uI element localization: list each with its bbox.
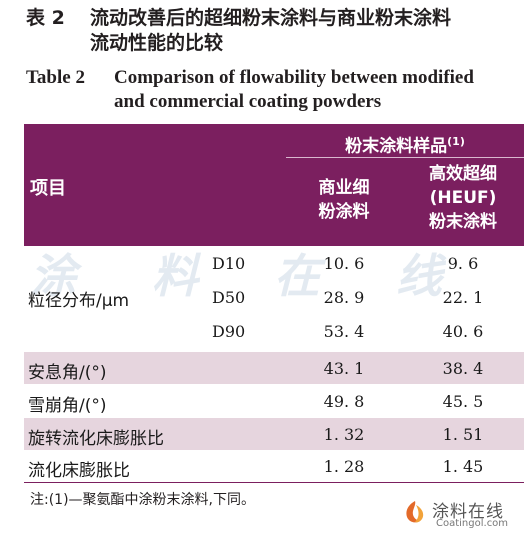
cell-avalanche-commercial: 49. 8 xyxy=(323,392,365,411)
row-label-particle-size: 粒径分布/μm xyxy=(28,291,130,311)
watermark: 涂 料 在 线 xyxy=(30,249,473,303)
row-label-rotary-expansion: 旋转流化床膨胀比 xyxy=(28,429,164,449)
logo-text-en: Coatingol.com xyxy=(436,518,509,529)
table-footnote: 注:(1)—聚氨酯中涂粉末涂料,下同。 xyxy=(30,492,255,508)
header-group-label: 粉末涂料样品(1) xyxy=(286,128,524,157)
caption-cn-line1: 流动改善后的超细粉末涂料与商业粉末涂料 xyxy=(90,7,452,29)
header-col-commercial: 商业细 粉涂料 xyxy=(286,176,402,224)
table-row-fluidized-expansion: 流化床膨胀比 1. 28 1. 45 xyxy=(24,450,524,482)
table-number-cn: 表 2 xyxy=(26,7,65,29)
table-caption-cn: 表 2 流动改善后的超细粉末涂料与商业粉末涂料 流动性能的比较 xyxy=(26,6,520,56)
caption-en-line1: Comparison of flowability between modifi… xyxy=(114,67,474,88)
header-col-commercial-line2: 粉涂料 xyxy=(318,202,370,222)
header-divider xyxy=(286,157,524,158)
row-label-avalanche-angle: 雪崩角/(°) xyxy=(28,396,107,416)
table-row-avalanche-angle: 雪崩角/(°) 49. 8 45. 5 xyxy=(24,384,524,418)
row-label-fluidized-expansion: 流化床膨胀比 xyxy=(28,461,130,481)
cell-d50-commercial: 28. 9 xyxy=(323,288,365,307)
table-row-particle-size: 粒径分布/μm D10 10. 6 9. 6 D50 28. 9 22. 1 D… xyxy=(24,246,524,352)
table-caption-en: Table 2 Comparison of flowability between… xyxy=(26,66,526,114)
group-label-text: 粉末涂料样品 xyxy=(345,136,448,157)
header-item: 项目 xyxy=(30,178,66,199)
table-row-repose-angle: 安息角/(°) 43. 1 38. 4 xyxy=(24,352,524,384)
header-col-commercial-line1: 商业细 xyxy=(318,178,370,198)
header-col-heuf: 高效超细 (HEUF) 粉末涂料 xyxy=(402,162,524,234)
table-bottom-rule xyxy=(24,482,524,483)
cell-repose-heuf: 38. 4 xyxy=(442,359,484,378)
caption-en-line2: and commercial coating powders xyxy=(114,91,382,112)
logo-text-cn: 涂料在线 xyxy=(432,502,504,522)
table-number-en: Table 2 xyxy=(26,67,85,88)
sub-label-d10: D10 xyxy=(212,254,246,273)
header-col-heuf-line3: 粉末涂料 xyxy=(429,212,497,232)
cell-fluidized-heuf: 1. 45 xyxy=(442,457,484,476)
row-label-repose-angle: 安息角/(°) xyxy=(28,363,107,383)
coatingol-logo: 涂料在线 Coatingol.com xyxy=(402,497,526,531)
cell-avalanche-heuf: 45. 5 xyxy=(442,392,484,411)
table-row-rotary-expansion: 旋转流化床膨胀比 1. 32 1. 51 xyxy=(24,418,524,450)
cell-d90-heuf: 40. 6 xyxy=(442,322,484,341)
cell-d90-commercial: 53. 4 xyxy=(323,322,365,341)
table-header: 粉末涂料样品(1) 项目 商业细 粉涂料 高效超细 (HEUF) 粉末涂料 xyxy=(24,124,524,246)
cell-rotary-commercial: 1. 32 xyxy=(323,425,365,444)
group-footnote-mark: (1) xyxy=(447,135,465,148)
cell-rotary-heuf: 1. 51 xyxy=(442,425,484,444)
cell-d50-heuf: 22. 1 xyxy=(442,288,484,307)
caption-cn-line2: 流动性能的比较 xyxy=(90,32,224,54)
header-col-heuf-line1: 高效超细 xyxy=(429,164,497,184)
cell-repose-commercial: 43. 1 xyxy=(323,359,365,378)
sub-label-d90: D90 xyxy=(212,322,246,341)
coatingol-logo-icon xyxy=(406,501,424,523)
cell-d10-commercial: 10. 6 xyxy=(323,254,365,273)
header-col-heuf-line2: (HEUF) xyxy=(429,188,497,208)
cell-fluidized-commercial: 1. 28 xyxy=(323,457,365,476)
cell-d10-heuf: 9. 6 xyxy=(447,254,479,273)
sub-label-d50: D50 xyxy=(212,288,246,307)
